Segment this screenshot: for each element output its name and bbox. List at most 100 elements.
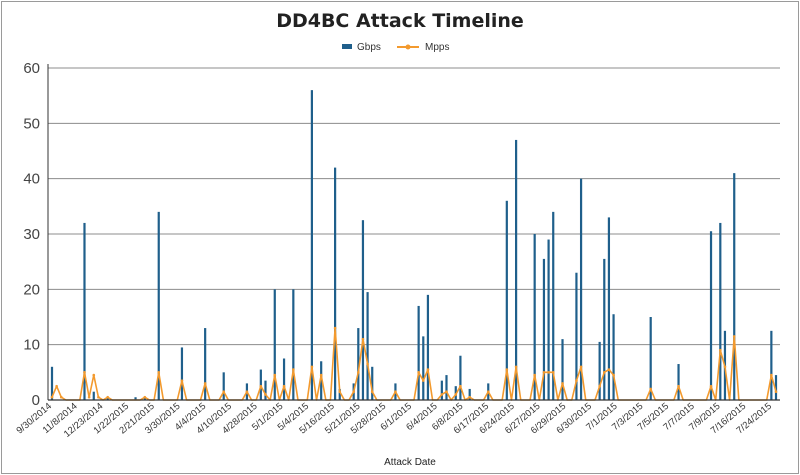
x-axis-ticks: 9/30/201411/8/201412/23/20141/22/20152/2… <box>14 401 773 440</box>
mpps-series-line <box>51 327 777 401</box>
legend-swatch-gbps <box>342 44 352 49</box>
chart-title: DD4BC Attack Timeline <box>276 10 524 32</box>
gbps-bar <box>612 314 615 400</box>
mpps-point <box>338 390 342 394</box>
gbps-bar <box>83 222 86 400</box>
mpps-point <box>222 390 226 394</box>
mpps-point <box>612 373 615 377</box>
mpps-point <box>533 373 536 377</box>
gbps-bar <box>92 391 95 400</box>
y-tick-label: 20 <box>23 281 40 298</box>
mpps-point <box>259 384 263 388</box>
mpps-point <box>333 326 337 330</box>
gbps-bar <box>143 397 146 400</box>
mpps-point <box>598 384 601 388</box>
y-tick-label: 10 <box>23 337 40 354</box>
mpps-point <box>282 384 286 388</box>
gbps-bar <box>505 200 508 400</box>
mpps-point <box>50 395 54 399</box>
gbps-bar <box>292 289 295 400</box>
mpps-point <box>394 390 397 394</box>
mpps-point <box>417 371 420 374</box>
mpps-point <box>486 390 490 394</box>
mpps-point <box>719 348 722 352</box>
mpps-point <box>440 393 444 396</box>
mpps-point <box>505 368 509 371</box>
mpps-point <box>468 395 471 399</box>
mpps-point <box>357 371 360 374</box>
mpps-point <box>445 390 448 394</box>
gbps-bar <box>259 369 262 400</box>
mpps-point <box>575 379 578 382</box>
gbps-bar <box>282 358 286 400</box>
mpps-point <box>454 393 458 396</box>
gbps-bar <box>709 231 713 400</box>
legend: Gbps Mpps <box>342 42 449 53</box>
gbps-bar <box>273 289 276 400</box>
mpps-point <box>709 384 713 388</box>
y-tick-label: 50 <box>23 115 40 132</box>
gbps-bar <box>371 366 374 400</box>
mpps-point <box>607 368 611 371</box>
mpps-point <box>732 335 736 338</box>
axes <box>47 64 780 401</box>
gbps-bar <box>547 239 550 400</box>
gbps-bar <box>677 364 680 400</box>
mpps-point <box>106 395 109 399</box>
gbps-bar <box>310 90 313 400</box>
gbps-bar <box>357 328 360 400</box>
mpps-point <box>547 371 550 374</box>
mpps-point <box>55 384 58 388</box>
mpps-point <box>87 395 91 399</box>
mpps-point <box>319 373 323 377</box>
gbps-bar <box>134 397 137 400</box>
mpps-point <box>97 395 100 399</box>
gbps-bar <box>515 139 518 400</box>
mpps-point <box>245 390 249 394</box>
gbps-bar <box>426 294 430 400</box>
mpps-point <box>561 382 564 385</box>
gbps-bar <box>338 388 341 400</box>
gbps-bar <box>222 372 225 400</box>
gbps-bar <box>157 211 160 400</box>
gbps-bar <box>417 305 420 400</box>
y-tick-label: 60 <box>23 60 40 77</box>
mpps-point <box>352 390 355 394</box>
mpps-point <box>366 362 369 366</box>
y-tick-label: 0 <box>32 392 40 409</box>
mpps-point <box>426 368 430 371</box>
legend-marker-mpps <box>405 44 411 50</box>
gbps-bar <box>440 380 443 400</box>
mpps-point <box>361 337 365 341</box>
grid-lines <box>48 67 780 346</box>
mpps-point <box>310 365 314 369</box>
gbps-bar <box>533 234 536 400</box>
mpps-point <box>370 390 374 394</box>
gbps-bar <box>50 366 54 400</box>
gbps-bar <box>607 217 611 400</box>
mpps-point <box>514 365 518 369</box>
gbps-bar <box>320 361 323 400</box>
y-tick-label: 40 <box>23 171 40 188</box>
mpps-point <box>723 365 727 369</box>
gbps-bar <box>552 211 555 400</box>
mpps-point <box>143 395 147 399</box>
gbps-bar <box>445 375 448 400</box>
mpps-point <box>459 384 462 388</box>
mpps-point <box>602 371 606 374</box>
gbps-bar <box>334 167 337 400</box>
gbps-bar <box>603 258 606 400</box>
gbps-bar <box>106 397 109 400</box>
gbps-bar <box>180 347 184 400</box>
gbps-bar <box>770 330 773 400</box>
mpps-point <box>292 368 295 371</box>
mpps-point <box>542 371 546 374</box>
mpps-point <box>273 373 277 377</box>
mpps-point <box>92 373 96 377</box>
legend-label-mpps: Mpps <box>425 42 449 53</box>
gbps-bar <box>598 341 601 400</box>
y-tick-label: 30 <box>23 226 40 243</box>
mpps-point <box>649 387 652 391</box>
